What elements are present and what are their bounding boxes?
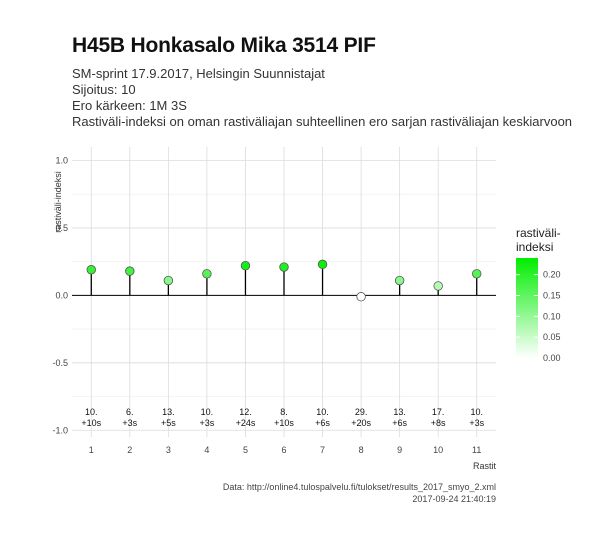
annotation-rank: 13. <box>162 407 175 417</box>
x-tick-label: 1 <box>89 445 94 455</box>
caption-timestamp: 2017-09-24 21:40:19 <box>412 494 496 504</box>
annotation-time: +20s <box>351 418 371 428</box>
x-tick-label: 8 <box>359 445 364 455</box>
y-tick-labels: -1.0 -0.5 0.0 0.5 1.0 <box>52 155 68 435</box>
data-point <box>240 260 251 271</box>
x-tick-label: 4 <box>204 445 209 455</box>
legend-colorbar <box>516 258 538 358</box>
data-point <box>279 262 289 272</box>
subtitle-description: Rastiväli-indeksi on oman rastiväliajan … <box>72 114 573 129</box>
annotation-time: +8s <box>431 418 446 428</box>
caption-source: Data: http://online4.tulospalvelu.fi/tul… <box>223 482 496 492</box>
subtitle-placement: Sijoitus: 10 <box>72 82 136 97</box>
annotation-time: +6s <box>315 418 330 428</box>
y-axis-label: rastiväli-indeksi <box>53 171 63 233</box>
data-point <box>86 265 96 275</box>
annotation-time: +3s <box>122 418 137 428</box>
legend-title-line-1: rastiväli- <box>516 226 561 240</box>
annotation-time: +3s <box>200 418 215 428</box>
data-point <box>356 292 366 302</box>
x-axis-label: Rastit <box>473 461 497 471</box>
y-tick-label: 0.0 <box>55 290 68 300</box>
x-tick-label: 2 <box>127 445 132 455</box>
annotation-time: +5s <box>161 418 176 428</box>
points <box>86 259 482 302</box>
x-tick-label: 6 <box>281 445 286 455</box>
y-tick-label: -1.0 <box>52 425 68 435</box>
data-point <box>394 275 405 286</box>
annotation-rank: 12. <box>239 407 252 417</box>
annotation-rank: 10. <box>316 407 329 417</box>
annotation-rank: 10. <box>470 407 483 417</box>
legend: rastiväli- indeksi 0.00 0.05 0.10 0.15 0.20 <box>516 226 561 363</box>
x-tick-label: 7 <box>320 445 325 455</box>
legend-tick-label: 0.10 <box>543 311 561 321</box>
annotation-time: +3s <box>469 418 484 428</box>
subtitle-event: SM-sprint 17.9.2017, Helsingin Suunnista… <box>72 66 325 81</box>
annotation-rank: 8. <box>280 407 288 417</box>
legend-tick-label: 0.15 <box>543 291 561 301</box>
data-point <box>433 281 443 291</box>
annotations: 10.+10s6.+3s13.+5s10.+3s12.+24s8.+10s10.… <box>81 407 484 428</box>
y-tick-label: 1.0 <box>55 155 68 165</box>
annotation-time: +10s <box>274 418 294 428</box>
data-point <box>163 275 174 286</box>
legend-ticks: 0.00 0.05 0.10 0.15 0.20 <box>516 270 561 363</box>
legend-tick-label: 0.20 <box>543 270 561 280</box>
annotation-time: +24s <box>236 418 256 428</box>
subtitle-gap: Ero kärkeen: 1M 3S <box>72 98 187 113</box>
annotation-rank: 10. <box>85 407 98 417</box>
x-tick-label: 3 <box>166 445 171 455</box>
annotation-rank: 29. <box>355 407 368 417</box>
annotation-time: +10s <box>81 418 101 428</box>
data-point <box>472 269 482 279</box>
annotation-rank: 17. <box>432 407 445 417</box>
chart-title: H45B Honkasalo Mika 3514 PIF <box>72 34 376 57</box>
x-tick-label: 11 <box>472 445 481 455</box>
data-point <box>125 266 135 276</box>
legend-title-line-2: indeksi <box>516 240 553 254</box>
x-tick-label: 10 <box>433 445 443 455</box>
y-tick-label: -0.5 <box>52 358 68 368</box>
x-tick-labels: 1 2 3 4 5 6 7 8 9 10 11 <box>89 445 482 455</box>
y-tick-label: 0.5 <box>55 223 68 233</box>
x-tick-label: 5 <box>243 445 248 455</box>
annotation-rank: 10. <box>201 407 214 417</box>
annotation-time: +6s <box>392 418 407 428</box>
legend-tick-label: 0.05 <box>543 332 561 342</box>
data-point <box>317 259 328 270</box>
annotation-rank: 6. <box>126 407 134 417</box>
legend-tick-label: 0.00 <box>543 353 561 363</box>
x-tick-label: 9 <box>397 445 402 455</box>
annotation-rank: 13. <box>393 407 406 417</box>
data-point <box>202 269 212 279</box>
